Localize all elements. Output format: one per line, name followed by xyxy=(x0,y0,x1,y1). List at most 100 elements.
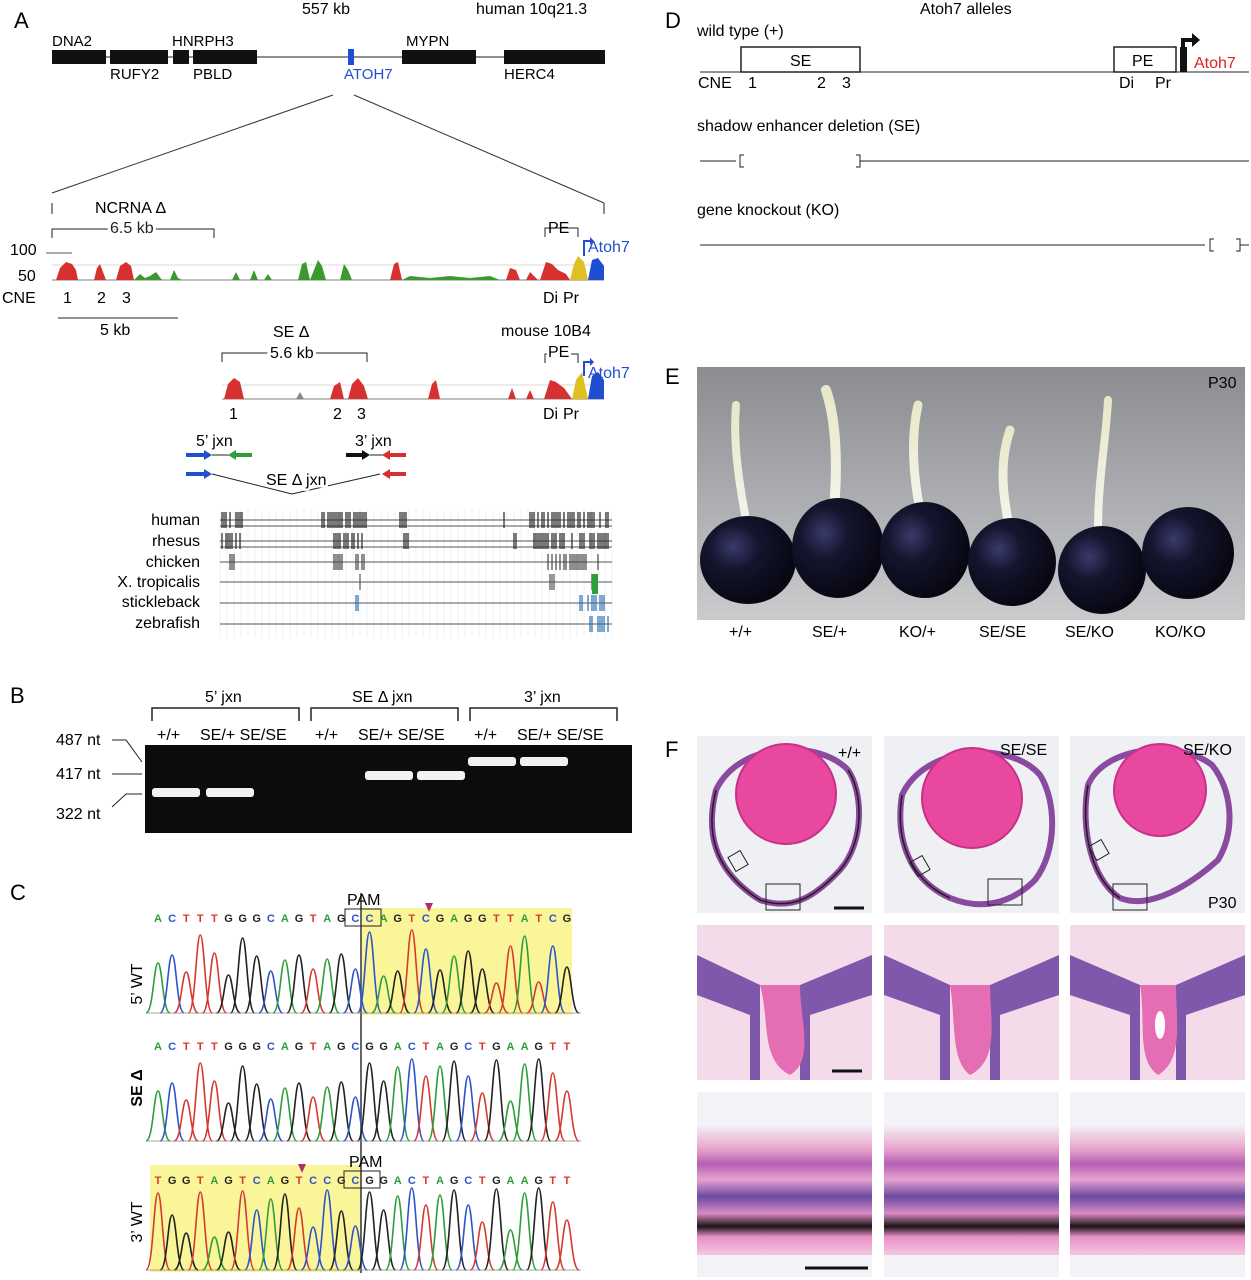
svg-text:T: T xyxy=(183,913,190,925)
svg-text:A: A xyxy=(323,913,331,925)
a-se-cne-2: 2 xyxy=(333,406,342,423)
a-conservation-track-human xyxy=(52,256,604,280)
f-genotype-2: SE/SE xyxy=(1000,742,1047,759)
svg-text:T: T xyxy=(310,913,317,925)
a-scalebar-label: 5 kb xyxy=(100,322,130,339)
a-y100: 100 xyxy=(10,242,37,259)
d-cne-3: 3 xyxy=(842,75,851,92)
svg-text:C: C xyxy=(549,913,557,925)
svg-text:G: G xyxy=(563,913,572,925)
svg-text:A: A xyxy=(323,1041,331,1053)
a-di-label: Di xyxy=(543,290,558,307)
svg-text:C: C xyxy=(267,913,275,925)
a-se-di: Di xyxy=(543,406,558,423)
svg-text:C: C xyxy=(422,913,430,925)
svg-text:C: C xyxy=(168,1041,176,1053)
svg-text:T: T xyxy=(310,1041,317,1053)
gene-box-mypn xyxy=(402,50,476,64)
svg-text:G: G xyxy=(464,913,473,925)
svg-text:T: T xyxy=(183,1041,190,1053)
a-atoh7-label-bottom: Atoh7 xyxy=(588,365,630,382)
a-cne-1: 1 xyxy=(63,290,72,307)
svg-text:G: G xyxy=(168,1175,177,1187)
svg-text:T: T xyxy=(423,1175,430,1187)
svg-text:T: T xyxy=(211,1041,218,1053)
svg-text:T: T xyxy=(197,1175,204,1187)
d-pe-box-label: PE xyxy=(1132,53,1153,70)
svg-text:T: T xyxy=(564,1175,571,1187)
svg-text:T: T xyxy=(479,1175,486,1187)
species-zebrafish: zebrafish xyxy=(135,615,200,632)
svg-text:T: T xyxy=(507,913,514,925)
svg-text:T: T xyxy=(423,1041,430,1053)
f-retina-row xyxy=(697,1092,1245,1277)
b-size-322: 322 nt xyxy=(56,806,101,823)
c-pam-3: PAM xyxy=(349,1154,382,1171)
gene-box-hnrph3 xyxy=(173,50,189,64)
svg-text:G: G xyxy=(365,1041,374,1053)
gene-label-atoh7-human: ATOH7 xyxy=(344,66,393,83)
d-pr-label: Pr xyxy=(1155,75,1172,92)
species-chicken: chicken xyxy=(146,554,200,571)
gene-box-herc4 xyxy=(504,50,605,64)
d-cne-2: 2 xyxy=(817,75,826,92)
b-bracket-1 xyxy=(152,708,299,721)
gene-box-dna2 xyxy=(52,50,106,64)
b-size-417: 417 nt xyxy=(56,766,101,783)
a-top-kb: 557 kb xyxy=(302,1,350,18)
svg-text:A: A xyxy=(521,1175,529,1187)
svg-text:G: G xyxy=(337,1041,346,1053)
f-section-1: +/+ xyxy=(697,736,872,913)
svg-text:G: G xyxy=(295,1041,304,1053)
d-cne-label: CNE xyxy=(698,75,732,92)
svg-text:T: T xyxy=(155,1175,162,1187)
svg-text:T: T xyxy=(408,913,415,925)
a-pr-label: Pr xyxy=(563,290,580,307)
b-lane-wt-2: +/+ xyxy=(315,727,338,744)
svg-text:G: G xyxy=(393,913,402,925)
svg-text:A: A xyxy=(521,1041,529,1053)
gene-label-rufy2: RUFY2 xyxy=(110,66,159,83)
svg-text:G: G xyxy=(450,1175,459,1187)
a-species-labels: human rhesus chicken X. tropicalis stick… xyxy=(117,512,201,632)
svg-text:G: G xyxy=(224,1175,233,1187)
svg-text:G: G xyxy=(337,1175,346,1187)
a-top-locus: human 10q21.3 xyxy=(476,1,587,18)
svg-text:G: G xyxy=(450,1041,459,1053)
svg-text:G: G xyxy=(534,1175,543,1187)
f-section-3: SE/KO P30 xyxy=(1070,736,1245,913)
svg-text:G: G xyxy=(252,1041,261,1053)
e-eye-3 xyxy=(880,502,970,598)
e-genotype-6: KO/KO xyxy=(1155,624,1206,641)
gene-box-pbld xyxy=(193,50,257,64)
e-genotype-3: KO/+ xyxy=(899,624,936,641)
e-eye-5 xyxy=(1058,526,1146,614)
e-eye-4 xyxy=(968,518,1056,606)
b-group-sejxn: SE Δ jxn xyxy=(352,689,413,706)
d-exon-box xyxy=(1180,47,1187,72)
gene-label-herc4: HERC4 xyxy=(504,66,555,83)
panel-letter-f: F xyxy=(665,737,678,762)
b-group-3jxn: 3’ jxn xyxy=(524,689,561,706)
svg-text:C: C xyxy=(351,1175,359,1187)
a-zoom-line-left xyxy=(52,95,333,193)
panel-b: B 5’ jxn SE Δ jxn 3’ jxn +/+ SE/+ SE/SE … xyxy=(10,683,632,833)
a-pe-label-top: PE xyxy=(548,220,569,237)
svg-text:C: C xyxy=(464,1175,472,1187)
svg-text:C: C xyxy=(323,1175,331,1187)
svg-text:C: C xyxy=(408,1175,416,1187)
panel-c: C PAM PAM 5’ WT SE Δ 3’ WT ACTTTGGGCAGTA… xyxy=(10,880,581,1273)
svg-text:T: T xyxy=(239,1175,246,1187)
c-row-label-1: 5’ WT xyxy=(129,963,146,1004)
b-lane-se-2: SE/+ SE/SE xyxy=(358,727,445,744)
b-marker-line-322 xyxy=(112,794,142,807)
b-lane-se-1: SE/+ SE/SE xyxy=(200,727,287,744)
d-di-label: Di xyxy=(1119,75,1134,92)
svg-text:A: A xyxy=(154,1041,162,1053)
svg-text:T: T xyxy=(549,1175,556,1187)
svg-text:A: A xyxy=(281,913,289,925)
a-pe-label-bottom: PE xyxy=(548,344,569,361)
svg-text:G: G xyxy=(281,1175,290,1187)
a-se-cne-1: 1 xyxy=(229,406,238,423)
